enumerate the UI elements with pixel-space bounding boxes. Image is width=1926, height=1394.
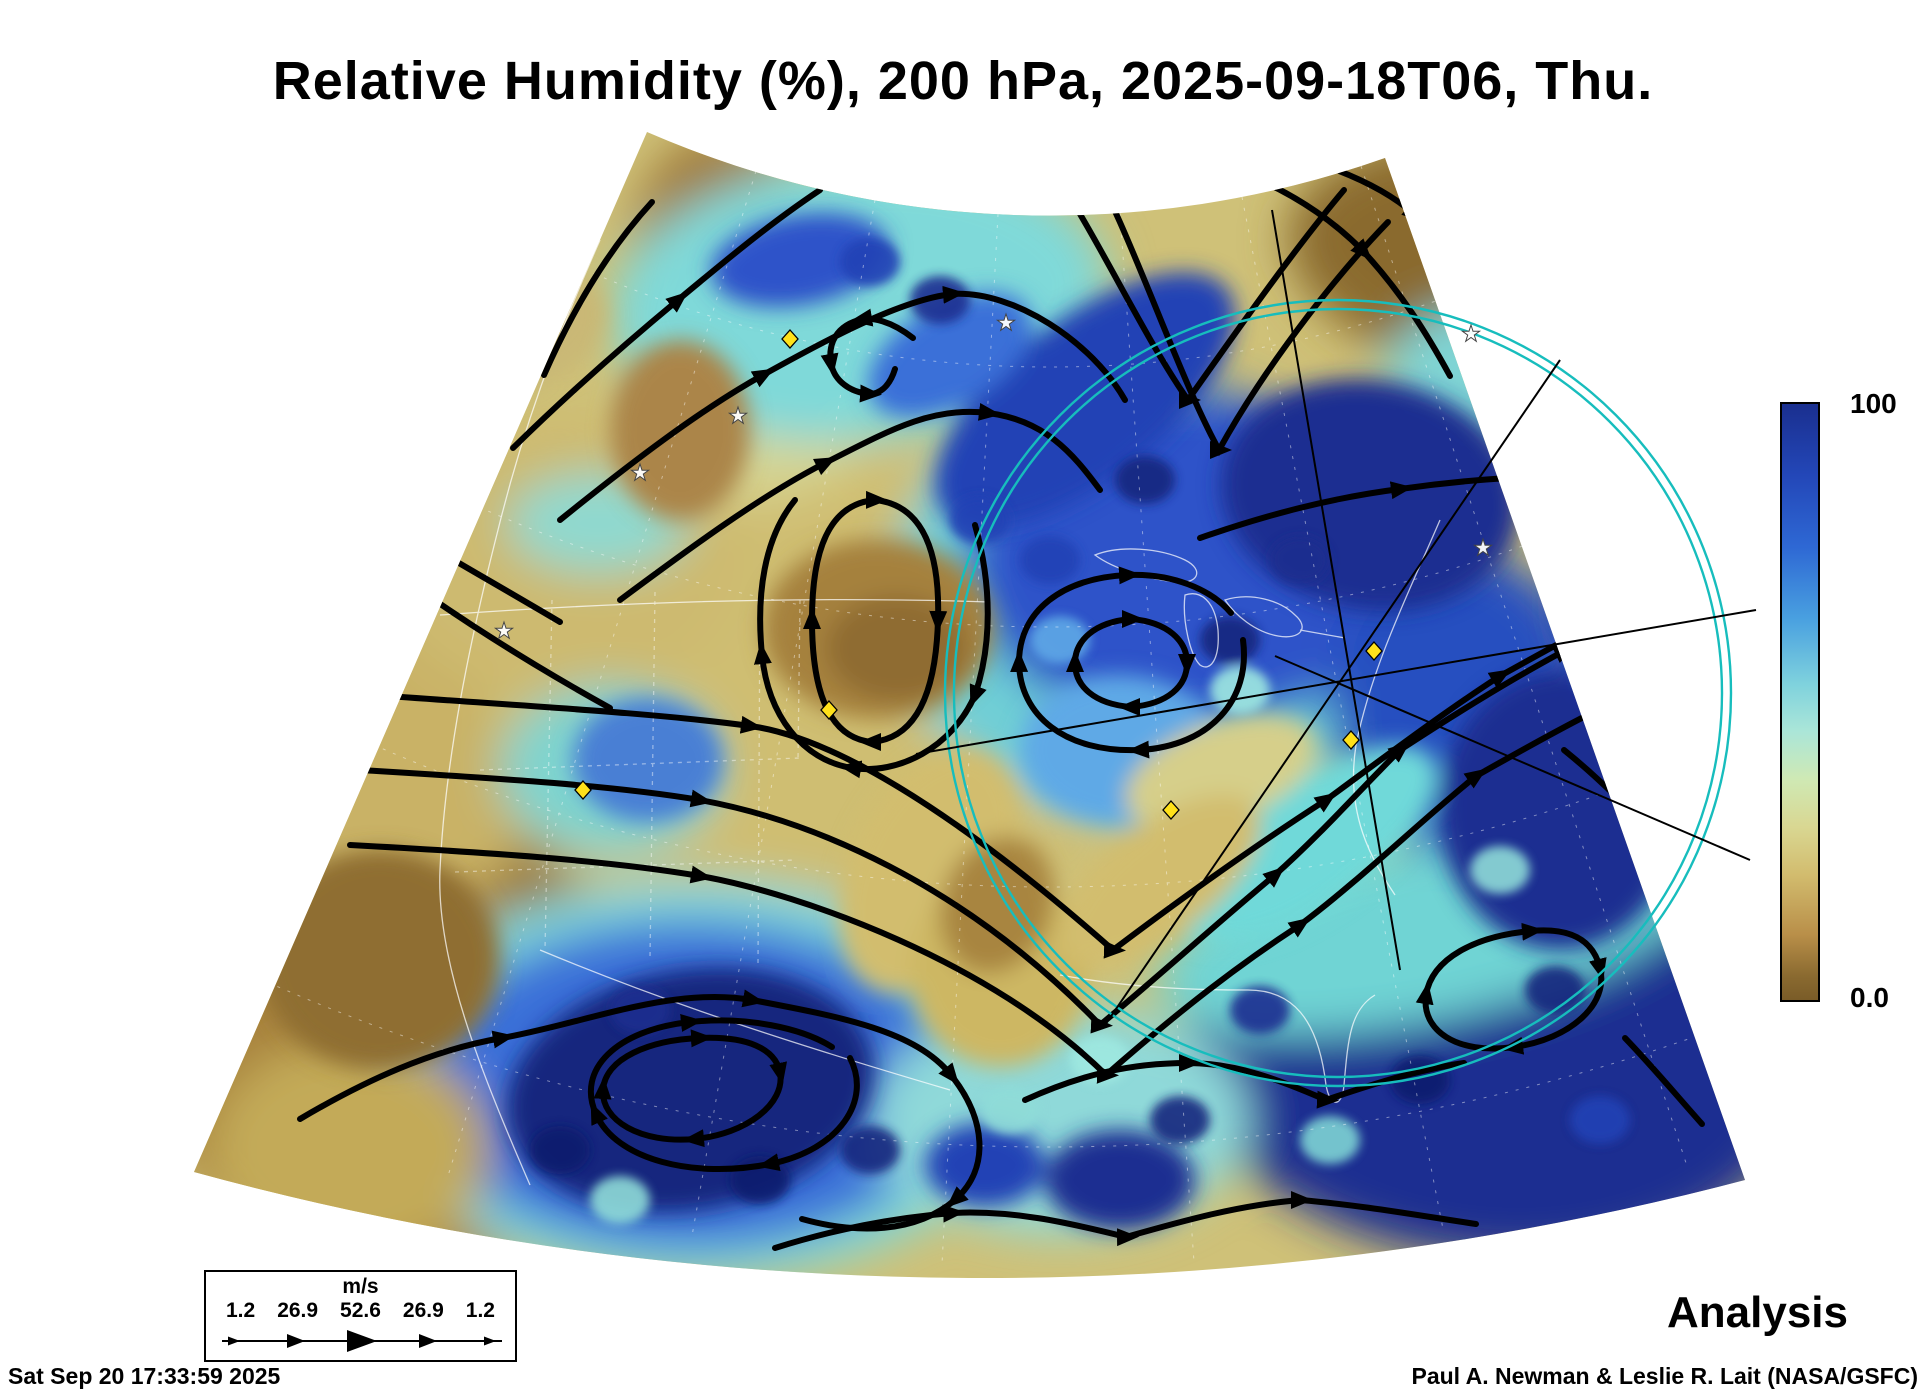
graticule [194, 132, 1745, 1265]
colorbar-max-label: 100 [1850, 388, 1897, 419]
colorbar [1780, 402, 1820, 1002]
wind-legend-value: 1.2 [465, 1299, 495, 1322]
wind-legend-value: 52.6 [340, 1299, 381, 1322]
cross-section-lines [915, 209, 1757, 1029]
wind-legend-values: 1.2 26.9 52.6 26.9 1.2 [206, 1299, 515, 1323]
star-marker [1461, 324, 1481, 342]
colorbar-min-label: 0.0 [1850, 982, 1889, 1013]
analysis-label: Analysis [1667, 1288, 1848, 1337]
wind-legend-arrows [222, 1330, 502, 1352]
footer-timestamp: Sat Sep 20 17:33:59 2025 [8, 1363, 281, 1389]
map-area [194, 132, 1745, 1279]
wind-legend-value: 26.9 [277, 1299, 319, 1322]
wind-legend-value: 1.2 [226, 1299, 256, 1322]
footer-credit: Paul A. Newman & Leslie R. Lait (NASA/GS… [1411, 1363, 1918, 1389]
wind-speed-legend: m/s 1.2 26.9 52.6 26.9 1.2 [204, 1270, 517, 1362]
wind-legend-value: 26.9 [402, 1299, 444, 1322]
wind-legend-unit: m/s [342, 1275, 379, 1298]
plot-title: Relative Humidity (%), 200 hPa, 2025-09-… [272, 51, 1654, 111]
great-circle-overlay [943, 298, 1733, 1088]
